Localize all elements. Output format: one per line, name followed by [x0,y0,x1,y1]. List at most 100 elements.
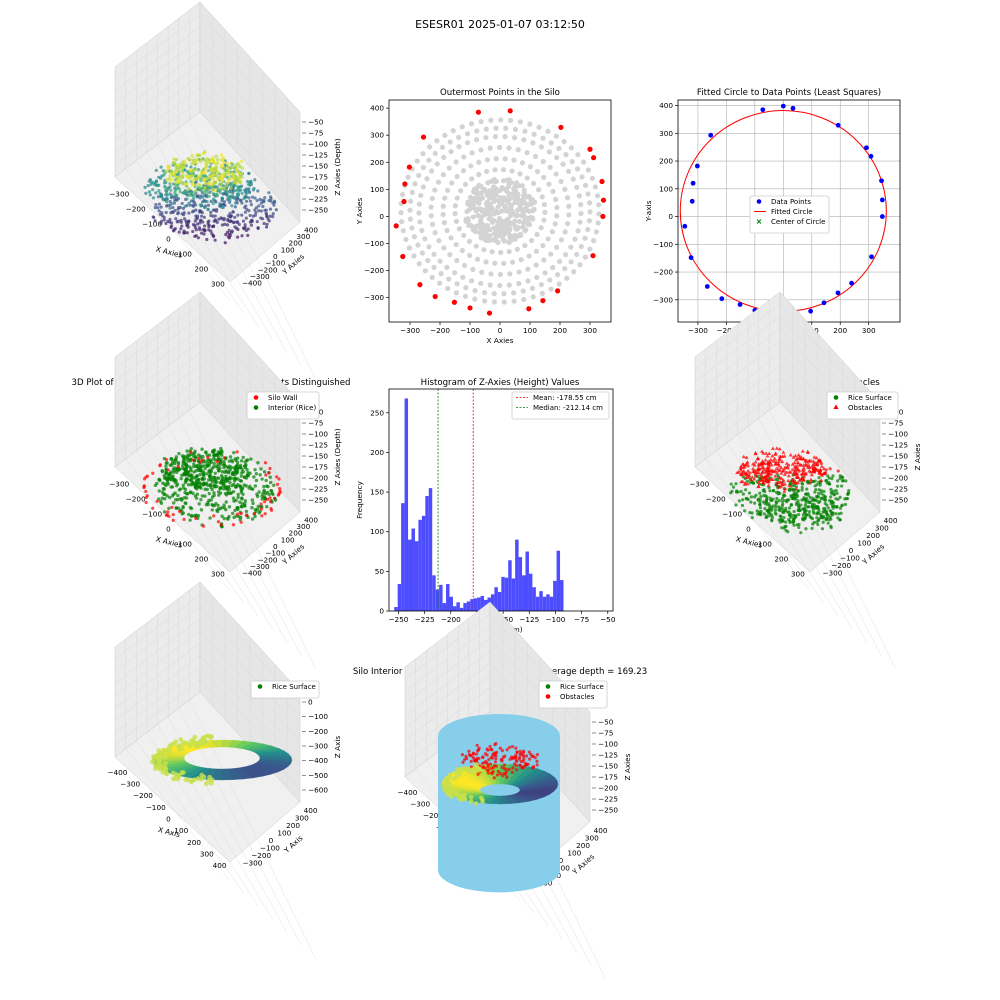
obstacle-point [518,753,522,757]
data-point [211,173,215,177]
obstacle-point [770,446,775,450]
x-tick-label: 0 [166,235,171,244]
interior-point [506,239,512,245]
obstacle-point [756,480,761,485]
wall-point [272,496,277,500]
obstacle-point [777,475,782,480]
wall-point [239,520,243,524]
data-point [194,214,198,218]
rice-point [821,520,825,524]
obstacle-point [794,486,799,491]
obstacle-point [535,759,539,763]
interior-point [481,298,488,304]
interior-point [469,198,475,204]
surface-patch [519,780,559,791]
grid-line [114,38,301,149]
interior-point [469,150,475,156]
data-point [210,225,215,229]
rice-point [763,490,767,494]
rice-point [161,747,167,753]
data-point [179,220,183,225]
interior-point [188,457,192,462]
y-tick-label: 100 [659,184,673,193]
obstacle-point [761,451,766,455]
rice-point [819,515,823,520]
interior-point [531,206,537,212]
data-point [249,219,254,223]
wall-point [176,465,180,469]
interior-point [511,298,517,304]
interior-point [506,145,512,151]
data-point [228,195,233,199]
y-tick-label: −200 [257,265,277,274]
interior-point [505,197,511,203]
data-point [203,224,207,228]
interior-point [571,269,577,275]
interior-point [180,454,185,458]
data-point [206,207,210,211]
interior-point [456,134,462,141]
interior-point [468,121,475,127]
data-point [238,172,242,176]
data-point [213,161,218,166]
data-point [268,214,272,218]
chart-3d-rice-vs-obstacles: 3D Scatter Plot: Rice Surface vs Obstacl… [689,291,922,669]
interior-point [210,508,214,512]
interior-point [556,281,562,287]
data-point [193,219,197,223]
histogram-bar [425,496,429,611]
obstacle-point [809,472,814,477]
y-tick-label: 200 [659,157,673,166]
axes-frame [388,388,614,612]
histogram-bar [463,603,467,611]
interior-point [545,236,551,242]
interior-point [415,242,421,248]
obstacle-point [474,758,479,762]
obstacle-point [774,459,779,463]
data-point [180,175,185,180]
data-point [689,198,695,204]
interior-point [500,221,506,227]
wall-point [278,489,282,493]
outer-point [467,305,473,311]
obstacle-point [491,753,495,757]
x-tick-label: 100 [178,250,192,259]
interior-point [222,503,226,507]
rice-point [770,508,774,512]
interior-point [563,252,569,258]
interior-point [534,231,540,238]
y-tick-label: 200 [866,531,880,540]
interior-point [442,132,448,138]
interior-point [456,226,462,232]
interior-point [184,501,188,506]
histogram-bar [452,606,457,611]
interior-point [427,144,433,150]
obstacle-point [821,466,826,471]
interior-point [498,117,504,123]
data-point [233,196,237,201]
data-point [193,223,197,227]
y-tick-label: 400 [884,516,898,525]
wall-point [275,475,279,479]
obstacle-point [757,478,762,483]
interior-point [195,474,199,479]
data-point [170,202,174,206]
interior-point [506,191,512,197]
interior-point [438,271,444,277]
data-point [173,193,178,197]
data-point [178,168,182,172]
data-point [169,188,173,192]
interior-point [585,167,592,173]
wall-point [265,497,270,502]
interior-point [527,164,533,170]
rice-point [746,464,750,468]
wall-point [144,495,148,500]
y-tick-label: −100 [364,239,384,248]
interior-point [568,145,574,151]
obstacle-point [763,458,768,462]
obstacle-point [486,748,490,752]
interior-point [566,212,572,218]
outer-point [599,178,605,185]
figure-suptitle: ESESR01 2025-01-07 03:12:50 [415,18,585,31]
obstacle-point [469,759,473,764]
